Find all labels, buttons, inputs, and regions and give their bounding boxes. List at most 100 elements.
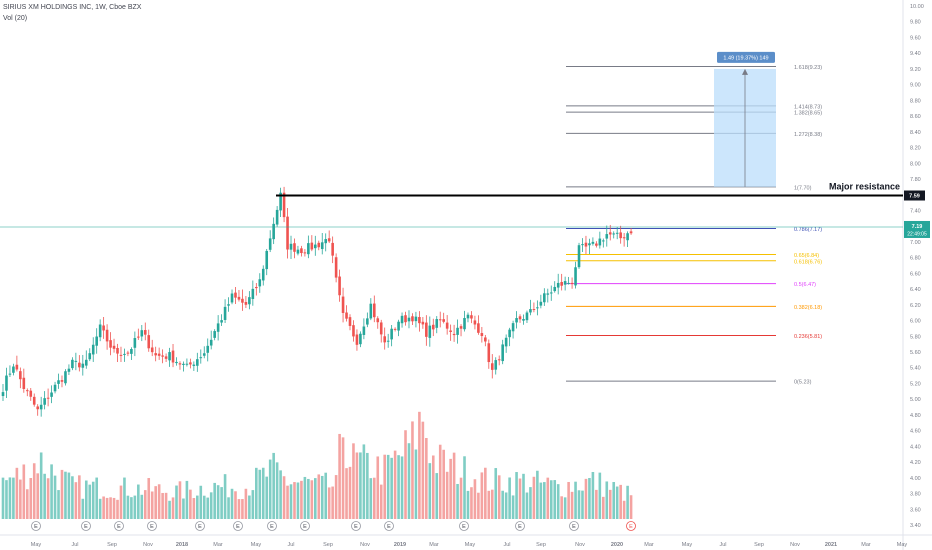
volume-bar [529, 487, 532, 519]
candle-body [60, 380, 64, 382]
earnings-marker-label: E [629, 524, 633, 530]
volume-bar [74, 482, 78, 519]
volume-bar [622, 500, 626, 519]
candle-body [234, 292, 237, 298]
price-axis: 10.00 9.80 9.60 9.40 9.20 9.00 8.80 8.60 8.40 8.2… [910, 4, 924, 529]
time-tick-label: Mar [861, 542, 871, 548]
volume-bar [248, 495, 251, 519]
volume-bar [303, 476, 307, 519]
volume-bar [435, 473, 439, 519]
candle-body [428, 325, 432, 338]
volume-bar [407, 443, 411, 519]
volume-bar [244, 488, 248, 519]
volume-bar [588, 477, 591, 519]
volume-bar [463, 456, 466, 519]
volume-bar [175, 485, 178, 519]
price-tick-label: 9.00 [910, 83, 921, 89]
candle-body [5, 375, 8, 391]
candle-body [189, 362, 192, 365]
volume-bar [12, 477, 15, 519]
time-tick-label: Nov [143, 542, 153, 548]
candle-body [348, 317, 352, 326]
price-tick-label: 4.60 [910, 429, 921, 435]
candle-body [397, 321, 400, 331]
earnings-marker-icon [114, 521, 124, 531]
volume-bar [147, 478, 151, 519]
candle-body [602, 240, 605, 242]
volume-bar [397, 455, 400, 519]
earnings-marker-icon [384, 521, 394, 531]
volume-bar [84, 480, 88, 519]
volume-bar [98, 498, 102, 519]
candle-body [393, 328, 397, 330]
projection-label-box [717, 51, 775, 63]
volume-bar [46, 478, 50, 519]
volume-bar [431, 455, 435, 519]
fib-level-label: 1.382(8.65) [794, 111, 822, 117]
volume-bar [213, 482, 216, 519]
time-tick-label: Sep [536, 542, 546, 548]
volume-bar [43, 473, 46, 519]
volume-bar [574, 481, 577, 519]
candle-body [192, 364, 196, 366]
volume-bar [15, 467, 19, 519]
volume-bar [209, 492, 213, 519]
candle-body [345, 312, 348, 319]
resistance-price-tag-label: 7.59 [909, 194, 920, 200]
volume-bar [411, 421, 414, 519]
volume-bar [539, 482, 543, 519]
candle-body [608, 232, 612, 235]
price-tick-label: 5.40 [910, 366, 921, 372]
price-tick-label: 6.60 [910, 271, 921, 277]
candle-body [383, 336, 386, 343]
candle-body [314, 244, 317, 249]
candle-body [88, 353, 92, 360]
time-tick-label: May [897, 542, 908, 548]
candle-body [67, 368, 71, 372]
price-tick-label: 3.40 [910, 523, 921, 529]
candle-body [102, 325, 105, 331]
candle-body [563, 281, 567, 285]
volume-bar [404, 430, 407, 519]
candle-body [480, 333, 484, 337]
current-price-tag-label: 7.19 [912, 224, 923, 230]
price-tick-label: 4.80 [910, 413, 921, 419]
price-tick-label: 5.80 [910, 334, 921, 340]
volume-bar [584, 478, 588, 519]
volume-bar [261, 467, 265, 519]
volume-bar [60, 469, 64, 519]
volume-bar [64, 471, 67, 519]
candle-body [182, 363, 185, 365]
volume-bar [310, 480, 314, 519]
volume-bar [220, 487, 223, 519]
volume-bar [307, 478, 310, 519]
candle-body [390, 328, 393, 340]
volume-bar [5, 480, 8, 519]
candle-body [25, 390, 29, 392]
candle-body [36, 406, 39, 410]
volume-bar [560, 496, 563, 519]
symbol-title: SIRIUS XM HOLDINGS INC, 1W, Cboe BZX [3, 4, 142, 11]
candle-body [411, 316, 414, 322]
fib-level-label: 1.414(8.73) [794, 104, 822, 110]
candle-body [199, 357, 203, 359]
candle-body [518, 316, 522, 320]
earnings-marker-icon [233, 521, 243, 531]
candle-body [355, 334, 359, 345]
price-tick-label: 8.60 [910, 114, 921, 120]
time-tick-label: Nov [790, 542, 800, 548]
volume-bar [546, 477, 550, 519]
volume-bar [518, 478, 522, 519]
price-tick-label: 6.80 [910, 256, 921, 262]
candle-body [8, 373, 12, 375]
candle-body [504, 337, 508, 347]
candle-body [154, 353, 157, 356]
candle-body [376, 318, 380, 323]
volume-bar [372, 477, 376, 519]
time-tick-label: May [251, 542, 262, 548]
volume-bar [105, 497, 109, 519]
candle-body [317, 242, 321, 248]
candle-body [366, 318, 369, 325]
